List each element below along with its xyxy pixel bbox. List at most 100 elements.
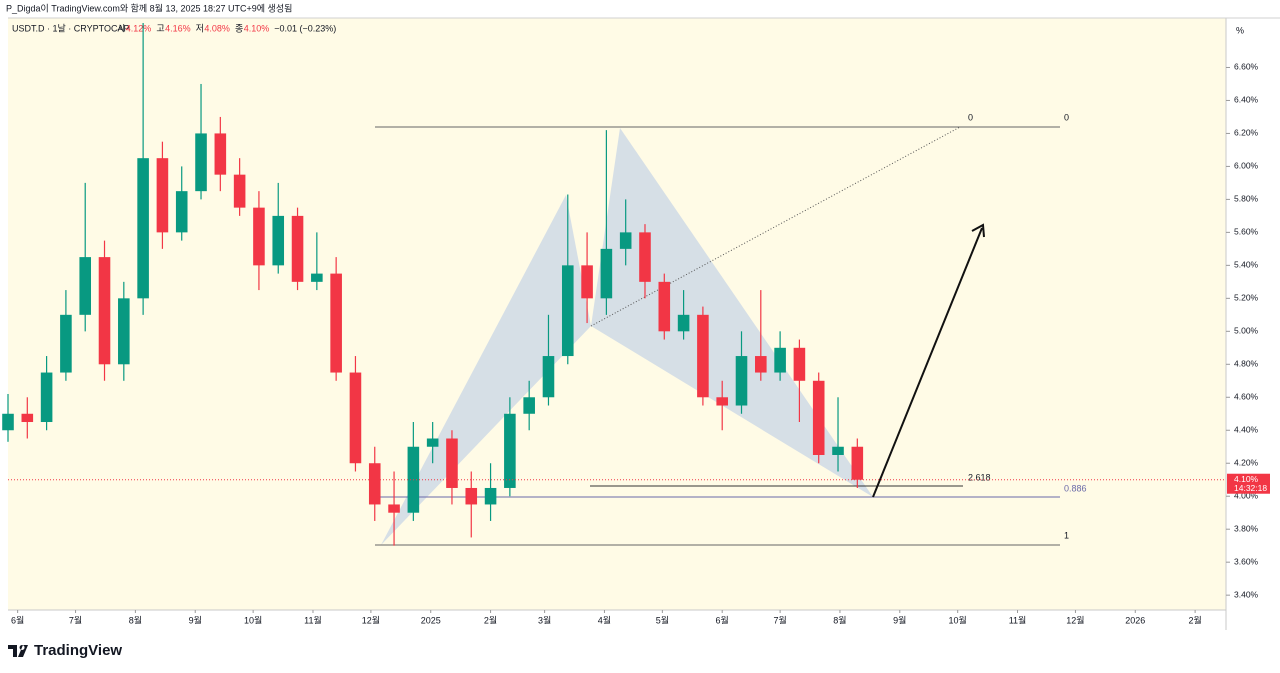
y-tick-label: 6.40%: [1234, 95, 1259, 105]
arrow-head: [971, 223, 985, 238]
ohlc-legend: 시 4.12% 고 4.16% 저 4.08% 종 4.10% −0.01 (−0.23%): [117, 23, 336, 33]
logo: TradingView: [8, 642, 122, 659]
x-tick-label: 10월: [244, 614, 262, 625]
candle-body: [465, 487, 478, 505]
y-tick-label: 5.60%: [1234, 227, 1259, 237]
candle-body: [677, 314, 690, 332]
ohlc-item: 4.16%: [165, 23, 191, 33]
x-tick-label: 5월: [656, 614, 669, 625]
y-tick-label: 5.00%: [1234, 326, 1259, 336]
candle-body: [600, 248, 613, 299]
ohlc-item: 종: [235, 23, 243, 33]
candle-body: [233, 174, 246, 208]
candle-body: [40, 372, 53, 423]
x-tick-label: 3월: [538, 614, 551, 625]
candle-body: [291, 215, 304, 282]
y-tick-label: 3.60%: [1234, 556, 1259, 566]
candle-body: [484, 487, 497, 505]
candle-body: [21, 413, 34, 423]
x-tick-label: 12월: [362, 614, 380, 625]
candle-body: [426, 438, 439, 447]
x-tick-label: 9월: [189, 614, 202, 625]
candle-body: [79, 257, 92, 315]
ohlc-item: 저: [196, 23, 204, 33]
candle-body: [658, 281, 671, 332]
y-tick-label: 5.20%: [1234, 293, 1259, 303]
x-tick-label: 7월: [69, 614, 82, 625]
symbol: USDT.D · 1날 · CRYPTOCAP: [12, 23, 129, 33]
ohlc-item: −0.01 (−0.23%): [274, 23, 336, 33]
x-tick-label: 2026: [1125, 615, 1145, 625]
price-tag: [1227, 473, 1270, 494]
x-tick-label: 2025: [421, 615, 441, 625]
candle-body: [98, 257, 111, 365]
arrow: [872, 227, 983, 498]
candle-body: [349, 372, 362, 464]
y-tick-label: 3.40%: [1234, 589, 1259, 599]
x-tick-label: 6월: [11, 614, 24, 625]
candle-body: [311, 273, 323, 282]
x-tick-label: 6월: [716, 614, 729, 625]
candles: [2, 22, 864, 546]
candle-body: [330, 273, 342, 373]
y-tick-label: 5.40%: [1234, 260, 1259, 270]
y-tick-label: 5.80%: [1234, 194, 1259, 204]
candle-body: [137, 158, 149, 299]
fib-label: 1: [1064, 530, 1069, 540]
candle-body: [581, 265, 593, 299]
candle-body: [272, 215, 285, 266]
candle-body: [735, 356, 748, 406]
candle-body: [214, 133, 227, 175]
pattern-xab: [381, 195, 591, 545]
y-tick-label: 4.80%: [1234, 359, 1259, 369]
ohlc-item: 4.10%: [244, 23, 270, 33]
ohlc-item: 고: [156, 23, 164, 33]
candle-body: [812, 380, 825, 455]
price-tag-label: 4.10%: [1234, 474, 1259, 484]
y-tick-label: 6.00%: [1234, 161, 1259, 171]
candle-body: [561, 265, 574, 357]
brand: TradingView: [34, 642, 122, 659]
candle-body: [619, 232, 632, 249]
candle-body: [446, 438, 458, 488]
candle-body: [195, 133, 207, 192]
candle-body: [253, 207, 265, 266]
x-tick-label: 11월: [304, 614, 322, 625]
y-tick-label: 4.00%: [1234, 490, 1259, 500]
x-tick-label: 2월: [484, 614, 497, 625]
candle-body: [755, 356, 767, 373]
candle-body: [542, 356, 555, 398]
x-tick-label: 4월: [598, 614, 611, 625]
y-tick-label: 6.60%: [1234, 62, 1259, 72]
fib-label: 0.886: [1064, 483, 1087, 493]
x-tick-label: 2월: [1188, 614, 1201, 625]
x-tick-label: 8월: [833, 614, 846, 625]
countdown: 14:32:18: [1234, 483, 1267, 493]
candle-body: [368, 463, 381, 505]
candle-body: [523, 397, 535, 414]
fib-label: 0: [968, 112, 973, 122]
candle-body: [851, 446, 864, 480]
candle-body: [175, 191, 188, 233]
candle-body: [832, 446, 844, 455]
pattern-bcd: [591, 128, 873, 497]
fib-label: 0: [1064, 112, 1069, 122]
candle-body: [639, 232, 651, 282]
candle-body: [697, 314, 709, 398]
x-tick-label: 11월: [1009, 614, 1027, 625]
ohlc-item: 시: [117, 23, 125, 33]
candle-body: [716, 397, 728, 406]
x-tick-label: 9월: [893, 614, 906, 625]
ohlc-item: 4.08%: [204, 23, 230, 33]
y-tick-label: 4.20%: [1234, 457, 1259, 467]
y-tick-label: 4.60%: [1234, 392, 1259, 402]
author-line: P_Digda이 TradingView.com와 함께 8월 13, 2025…: [6, 2, 292, 13]
ohlc-item: 4.12%: [126, 23, 152, 33]
x-tick-label: 7월: [773, 614, 786, 625]
candle-body: [774, 347, 786, 373]
y-tick-label: 3.80%: [1234, 523, 1259, 533]
candle-body: [156, 158, 169, 233]
x-tick-label: 12월: [1066, 614, 1084, 625]
